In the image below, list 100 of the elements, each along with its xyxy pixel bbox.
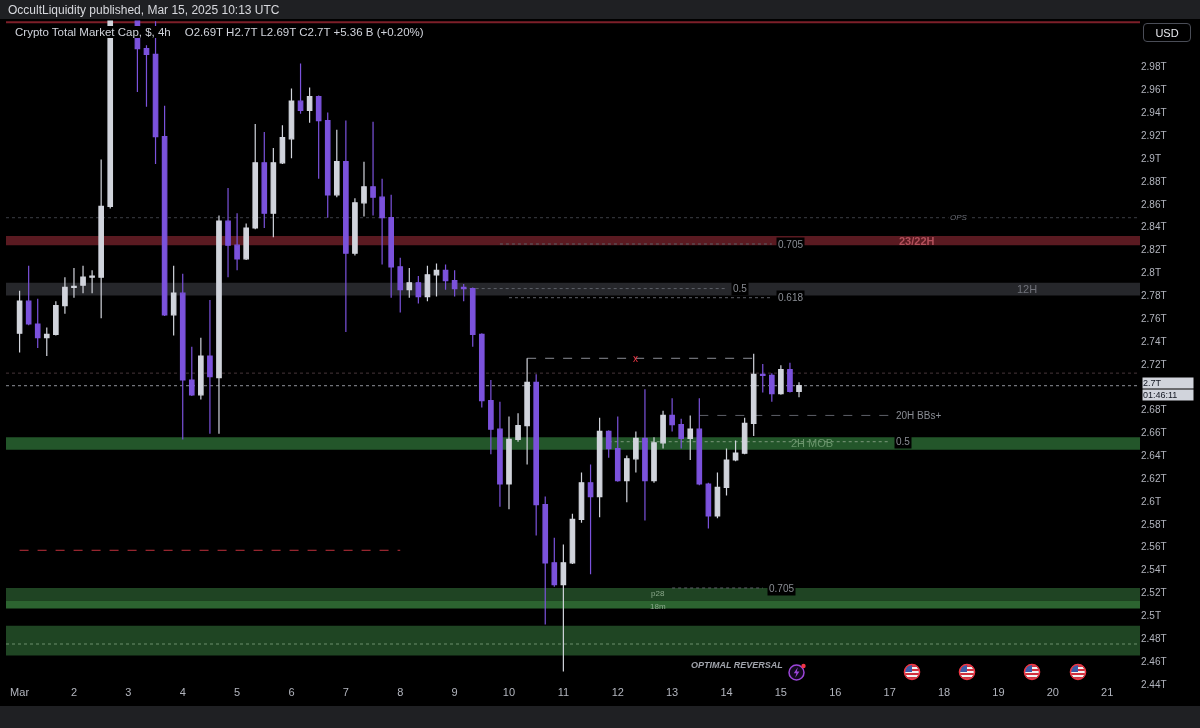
candlestick: [741, 417, 748, 455]
x-tick-label: 9: [451, 686, 458, 698]
candlestick: [234, 212, 240, 271]
candlestick: [397, 257, 404, 314]
x-tick-label: Mar: [10, 686, 30, 698]
candlestick: [333, 129, 340, 198]
candlestick: [270, 147, 277, 238]
x-tick-label: 13: [666, 686, 679, 698]
x-tick-label: 16: [829, 686, 842, 698]
candlestick: [714, 471, 721, 519]
candlestick: [161, 105, 168, 317]
y-tick-label: 2.6T: [1141, 495, 1162, 507]
x-tick-label: 15: [774, 686, 788, 698]
y-tick-label: 2.9T: [1141, 152, 1162, 164]
x-tick-label: 8: [397, 686, 404, 698]
candlestick: [769, 372, 775, 403]
candlestick: [787, 362, 793, 394]
y-tick-label: 2.72T: [1141, 358, 1167, 370]
candlestick: [678, 418, 685, 450]
y-tick-label: 2.84T: [1141, 221, 1167, 233]
y-tick-label: 2.64T: [1141, 449, 1167, 461]
y-tick-label: 2.96T: [1141, 84, 1167, 96]
x-tick-label: 14: [720, 686, 733, 698]
candlestick: [188, 346, 195, 397]
x-tick-label: 20: [1046, 686, 1059, 698]
candlestick: [261, 131, 268, 229]
x-tick-label: 12: [611, 686, 624, 698]
candlestick: [759, 363, 766, 394]
y-tick-label: 2.92T: [1141, 129, 1167, 141]
candlestick: [451, 269, 458, 298]
candlestick: [352, 197, 358, 257]
candlestick: [524, 357, 530, 466]
candlestick: [723, 447, 730, 497]
band-label: p28: [651, 589, 665, 598]
x-tick-label: 17: [883, 686, 896, 698]
y-tick-label: 2.68T: [1141, 404, 1167, 416]
candlestick: [370, 121, 376, 217]
candlestick: [687, 414, 694, 461]
x-tick-label: 19: [992, 686, 1005, 698]
band-label: 18m: [650, 602, 666, 611]
candlestick: [343, 119, 349, 333]
series-label: 0.5: [896, 436, 911, 447]
y-tick-label: 2.44T: [1141, 678, 1167, 690]
y-tick-label: 2.62T: [1141, 472, 1167, 484]
band-label: 2H MOB: [791, 437, 834, 449]
candlestick: [143, 44, 150, 108]
candlestick: [207, 299, 213, 435]
candlestick: [497, 401, 503, 508]
candlestick: [642, 388, 648, 522]
series-label: 0.5: [733, 283, 748, 294]
y-tick-label: 2.48T: [1141, 632, 1167, 644]
y-tick-label: 2.76T: [1141, 312, 1167, 324]
candlestick: [506, 415, 512, 510]
band-label: 23/22H: [899, 235, 935, 247]
y-tick-label: 2.46T: [1141, 655, 1167, 667]
y-tick-label: 2.78T: [1141, 289, 1167, 301]
y-tick-label: 2.66T: [1141, 427, 1167, 439]
candlestick: [533, 373, 539, 537]
series-label: 0.705: [769, 583, 795, 594]
candlestick: [587, 463, 594, 575]
candlestick: [669, 397, 675, 433]
candlestick: [297, 62, 304, 115]
candlestick: [660, 410, 666, 450]
candlestick: [460, 283, 467, 302]
x-tick-label: 5: [234, 686, 241, 698]
y-tick-label: 2.86T: [1141, 198, 1167, 210]
candlestick: [179, 273, 186, 441]
candlestick: [53, 300, 59, 337]
candlestick: [478, 332, 485, 409]
band-label: OPTIMAL REVERSAL: [691, 660, 783, 670]
candlestick: [243, 222, 249, 261]
candlestick: [515, 412, 521, 443]
candlestick: [433, 262, 440, 298]
candlestick: [361, 161, 367, 218]
text: O2.69T H2.7T L2.69T C2.7T +5.36 B (+0.20%): [183, 26, 425, 38]
candlestick: [43, 326, 50, 357]
candlestick: [406, 267, 413, 299]
candlestick: [442, 263, 449, 291]
candlestick: [551, 537, 558, 588]
y-tick-label: 2.94T: [1141, 107, 1167, 119]
candlestick: [778, 364, 784, 396]
candlestick: [198, 337, 204, 401]
x-tick-label: 21: [1101, 686, 1114, 698]
candlestick: [80, 265, 86, 294]
y-tick-label: 2.82T: [1141, 244, 1167, 256]
candlestick: [605, 429, 612, 459]
candlestick: [216, 214, 222, 435]
candlestick: [315, 94, 322, 180]
candlestick: [170, 265, 177, 337]
band-label: 12H: [1017, 283, 1038, 295]
series-label: 0.705: [778, 239, 804, 250]
candlestick: [152, 20, 159, 165]
candlestick: [488, 379, 494, 455]
candlestick: [34, 298, 41, 349]
candlestick: [16, 290, 23, 354]
candlestick: [379, 178, 385, 266]
x-tick-label: 10: [502, 686, 516, 698]
candlestick: [89, 269, 95, 294]
candlestick: [98, 158, 104, 319]
series-label: 0.618: [778, 292, 804, 303]
